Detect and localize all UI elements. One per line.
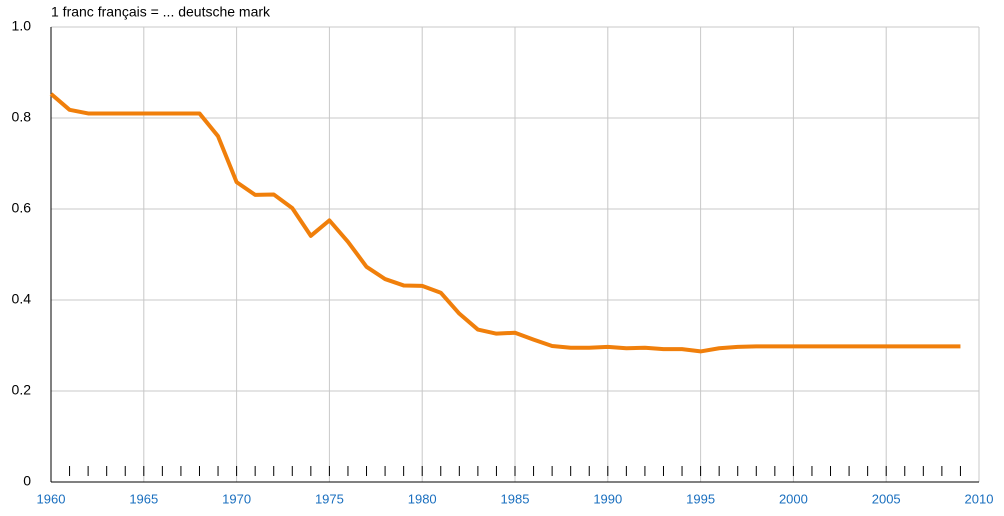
x-tick-label: 1975 [315,491,344,506]
y-tick-label: 1.0 [12,18,32,34]
y-tick-label: 0 [23,473,31,489]
x-tick-label: 2010 [965,491,994,506]
y-tick-label: 0.4 [12,291,32,307]
x-tick-label: 1990 [593,491,622,506]
y-tick-label: 0.6 [12,200,32,216]
chart-title: 1 franc français = ... deutsche mark [51,4,271,20]
x-tick-label: 1985 [501,491,530,506]
x-tick-label: 1980 [408,491,437,506]
line-series [49,92,961,354]
x-tick-label: 2005 [872,491,901,506]
x-tick-label: 1970 [222,491,251,506]
x-tick-label: 1995 [686,491,715,506]
x-tick-label: 1965 [129,491,158,506]
y-tick-label: 0.8 [12,109,32,125]
y-tick-label: 0.2 [12,382,32,398]
x-tick-label: 2000 [779,491,808,506]
x-tick-label: 1960 [37,491,66,506]
